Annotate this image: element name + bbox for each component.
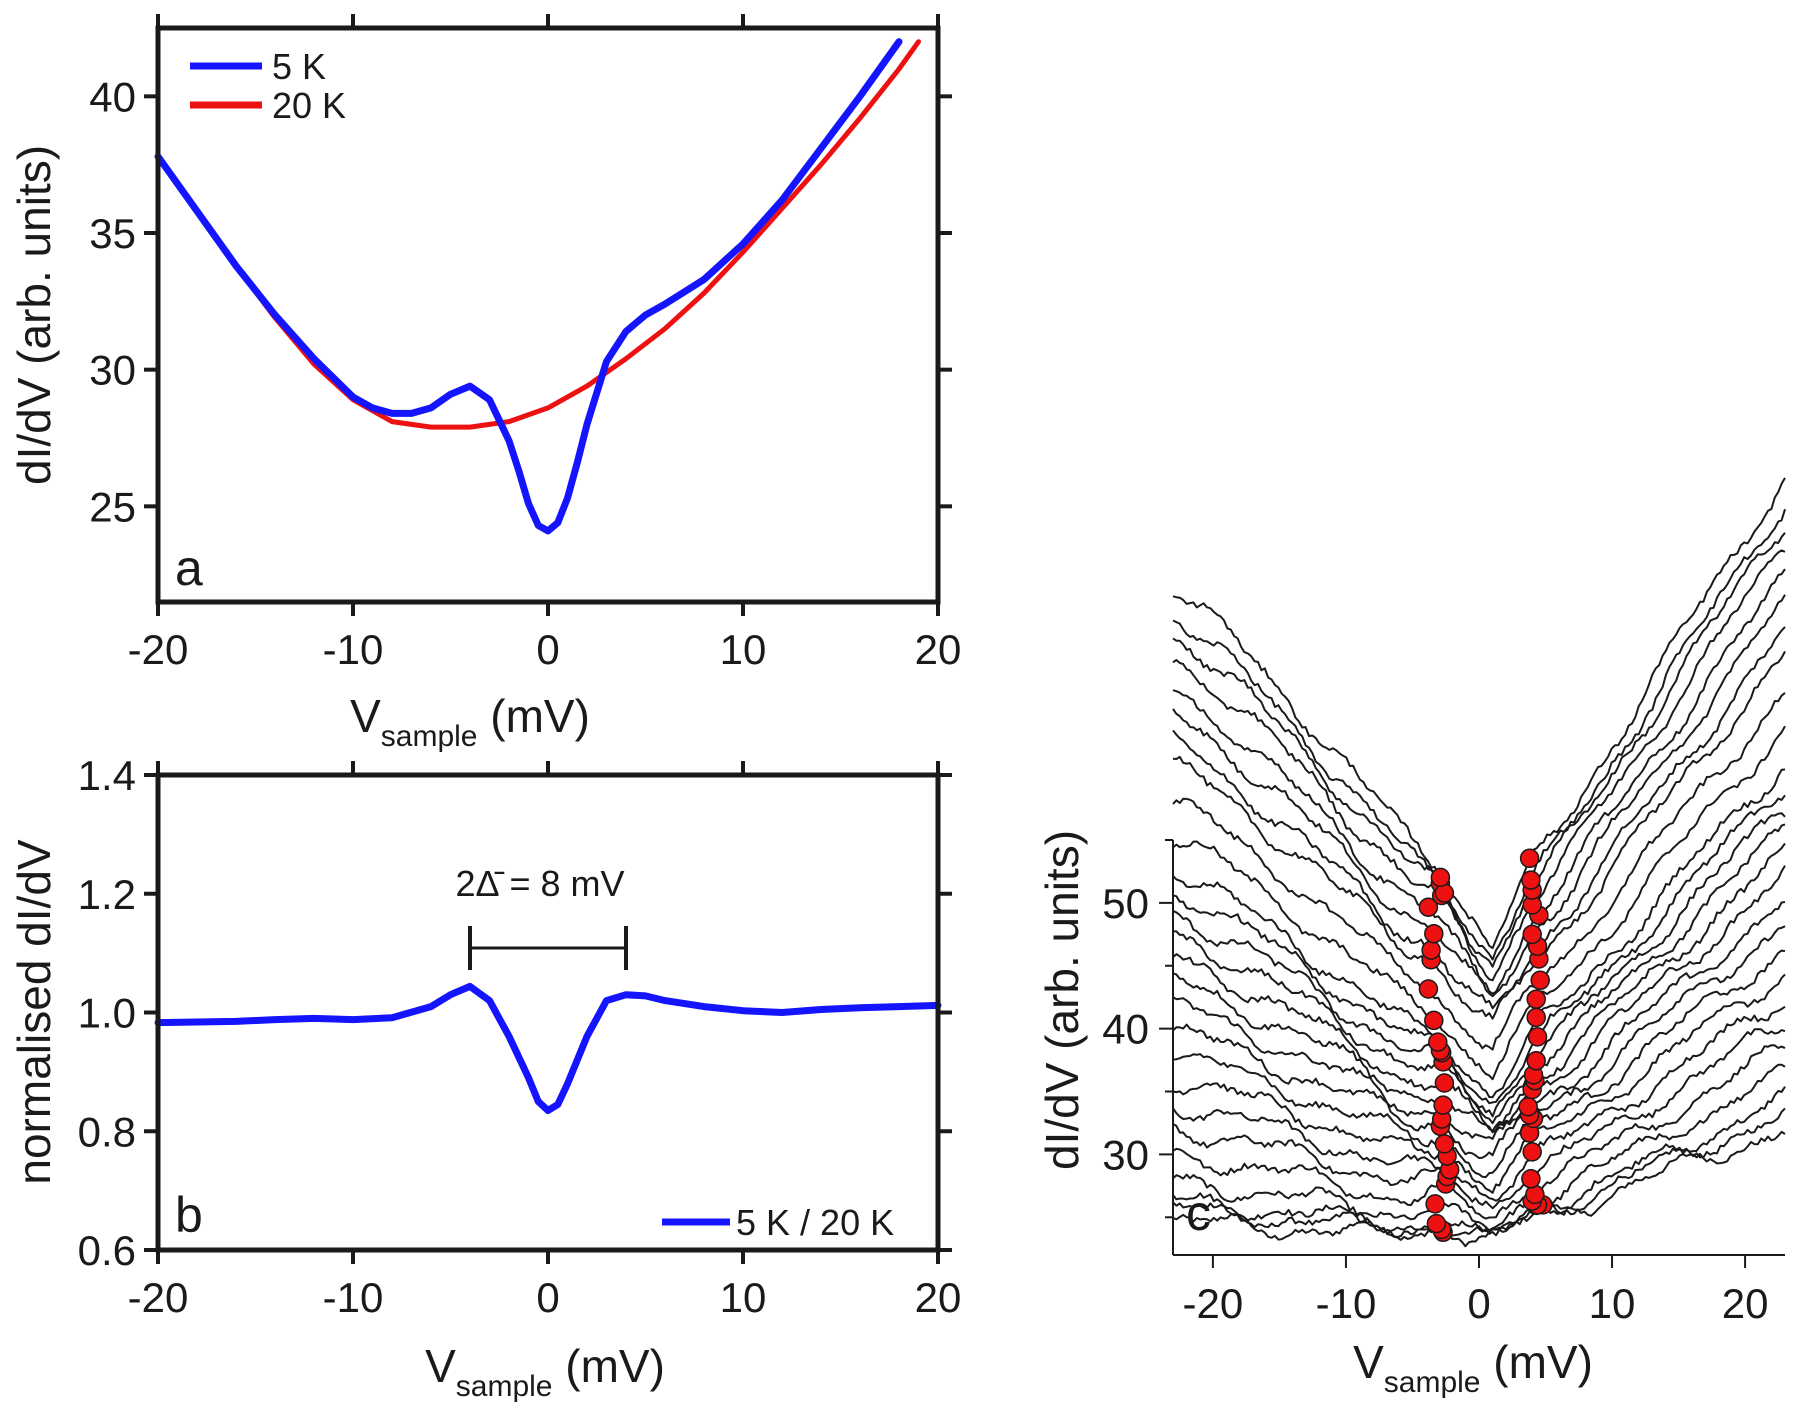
x-tick-label: 20 [1722, 1280, 1769, 1327]
spectrum-trace [1172, 949, 1786, 1179]
coherence-peak-marker [1418, 897, 1439, 917]
spectrum-trace [1172, 973, 1786, 1194]
panel-b-y-axis-label: normalised dI/dV [8, 839, 60, 1184]
y-tick-label: 0.8 [78, 1108, 136, 1155]
y-tick-label: 25 [89, 483, 136, 530]
x-tick-label: 0 [536, 1274, 559, 1321]
coherence-peak-marker [1526, 1051, 1546, 1071]
panel-a-frame [155, 25, 941, 605]
x-tick-label: 20 [915, 1274, 962, 1321]
coherence-peak-marker [1530, 970, 1550, 991]
x-tick-label: 10 [1589, 1280, 1636, 1327]
series-line [154, 38, 903, 535]
spectrum-trace [1172, 823, 1786, 1125]
x-tick-label: -10 [323, 1274, 384, 1321]
coherence-peak-marker [1527, 1027, 1548, 1047]
spectrum-trace [1172, 925, 1786, 1159]
spectrum-trace [1172, 1107, 1786, 1238]
spectrum-trace [1172, 1044, 1786, 1220]
spectrum-trace [1172, 842, 1786, 1132]
legend-20k-label: 20 K [272, 85, 346, 126]
panel-c-label: c [1186, 1185, 1211, 1241]
coherence-peak-marker [1426, 1213, 1447, 1234]
coherence-peak-marker [1418, 979, 1439, 999]
coherence-peak-marker [1522, 1142, 1542, 1162]
panel-b: -20 -10 0 10 20 0.6 0.8 1.0 1.2 1.4 Vsample (mV)… [8, 752, 961, 1403]
panel-b-x-axis-label: Vsample (mV) [425, 1340, 665, 1403]
spectrum-trace [1172, 812, 1786, 1118]
spectrum-trace [1172, 768, 1786, 1099]
x-tick-label: 0 [536, 626, 559, 673]
x-tick-label: 0 [1467, 1280, 1490, 1327]
x-tick-label: -10 [1316, 1280, 1377, 1327]
spectrum-trace [1172, 508, 1786, 961]
y-tick-label: 35 [89, 210, 136, 257]
coherence-peak-marker [1424, 1010, 1444, 1031]
spectrum-trace [1172, 692, 1786, 1051]
panel-a-legend: 5 K 20 K [190, 46, 346, 126]
coherence-peak-marker [1433, 1095, 1453, 1115]
legend-ratio-label: 5 K / 20 K [736, 1202, 894, 1243]
coherence-peak-marker [1424, 923, 1444, 944]
coherence-peak-marker [1428, 1032, 1448, 1052]
panel-c-y-axis-label: dI/dV (arb. units) [1036, 830, 1088, 1170]
panel-a-label: a [175, 540, 203, 596]
y-tick-label: 30 [1102, 1131, 1149, 1178]
spectrum-trace [1172, 901, 1786, 1140]
y-tick-label: 30 [89, 347, 136, 394]
coherence-peak-marker [1518, 1096, 1538, 1117]
spectrum-trace [1172, 1086, 1786, 1237]
panel-a: -20 -10 0 10 20 25 30 35 40 Vsample (mV) dI/dV … [8, 14, 961, 753]
y-tick-label: 1.2 [78, 871, 136, 918]
spectrum-trace [1172, 532, 1786, 968]
y-tick-label: 40 [89, 73, 136, 120]
coherence-peak-marker [1521, 870, 1541, 890]
panel-c-x-axis-label: Vsample (mV) [1353, 1336, 1593, 1399]
panel-c: -20 -10 0 10 20 30 40 50 Vsample (mV) dI/dV (a… [1036, 477, 1786, 1399]
spectrum-trace [1172, 794, 1786, 1105]
coherence-peak-marker [1430, 867, 1451, 888]
panel-b-frame [155, 772, 941, 1253]
spectrum-trace [1172, 477, 1786, 950]
x-tick-label: 20 [915, 626, 962, 673]
panel-b-label: b [175, 1187, 203, 1243]
coherence-peak-marker [1434, 1073, 1455, 1093]
spectrum-trace [1172, 725, 1786, 1081]
legend-5k-label: 5 K [272, 46, 326, 87]
spectrum-trace [1172, 1028, 1786, 1210]
gap-annotation: 2Δ̄ = 8 mV [455, 863, 628, 970]
spectrum-trace [1172, 626, 1786, 1010]
x-tick-label: -20 [128, 1274, 189, 1321]
coherence-peak-marker [1522, 924, 1542, 945]
y-tick-label: 1.0 [78, 990, 136, 1037]
x-tick-label: -20 [1183, 1280, 1244, 1327]
spectrum-trace [1172, 865, 1786, 1134]
spectrum-trace [1172, 549, 1786, 982]
x-tick-label: 10 [720, 626, 767, 673]
coherence-peak-marker [1519, 848, 1540, 869]
y-tick-label: 50 [1102, 880, 1149, 927]
x-tick-label: -10 [323, 626, 384, 673]
panel-a-x-axis-label: Vsample (mV) [350, 690, 590, 753]
coherence-peak-marker [1434, 1134, 1455, 1154]
x-tick-label: -20 [128, 626, 189, 673]
y-tick-label: 1.4 [78, 752, 136, 799]
spectrum-trace [1172, 1063, 1786, 1232]
coherence-peak-marker [1526, 1007, 1546, 1028]
spectrum-trace [1172, 568, 1786, 995]
panel-a-y-axis-label: dI/dV (arb. units) [8, 145, 60, 485]
coherence-peak-marker [1421, 940, 1441, 960]
y-tick-label: 0.6 [78, 1227, 136, 1274]
panel-b-legend: 5 K / 20 K [662, 1202, 894, 1243]
spectrum-trace [1172, 650, 1786, 1020]
x-tick-label: 10 [720, 1274, 767, 1321]
coherence-peak-marker [1526, 989, 1546, 1009]
coherence-peak-marker [1425, 1194, 1445, 1214]
gap-annotation-text: 2Δ̄ = 8 mV [455, 863, 624, 904]
y-tick-label: 40 [1102, 1006, 1149, 1053]
series-line [154, 982, 942, 1114]
coherence-peak-marker [1521, 1169, 1541, 1189]
spectrum-trace [1172, 1005, 1786, 1202]
